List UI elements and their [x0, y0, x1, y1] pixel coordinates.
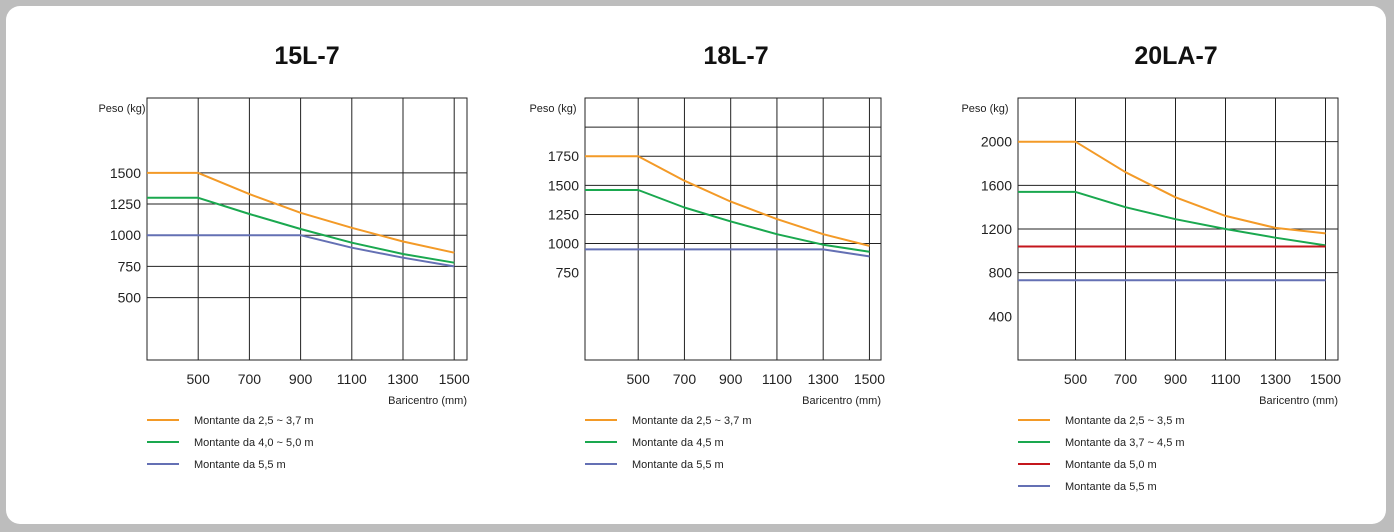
y-tick-label: 1000 [110, 227, 141, 243]
series-line [1018, 140, 1326, 235]
legend-entry: Montante da 4,0 ~ 5,0 m [194, 437, 314, 449]
series-line [585, 189, 870, 253]
y-tick-label: 1500 [548, 177, 579, 193]
x-tick-label: 900 [289, 371, 313, 387]
y-tick-label: 1750 [548, 148, 579, 164]
x-tick-label: 900 [1164, 371, 1188, 387]
legend-entry: Montante da 2,5 ~ 3,7 m [632, 415, 752, 427]
series-line [1018, 190, 1326, 247]
plot-frame [146, 97, 468, 361]
chart-0: 15L-7 Peso (kg) 500 750 1000 1250 1500 500 700 90… [98, 42, 470, 471]
x-tick-label: 1100 [762, 371, 792, 387]
x-axis-label: Baricentro (mm) [1259, 395, 1338, 407]
y-axis-label: Peso (kg) [961, 103, 1008, 115]
x-tick-label: 700 [238, 371, 262, 387]
chart-title: 18L-7 [703, 42, 768, 70]
x-axis-label: Baricentro (mm) [388, 395, 467, 407]
y-tick-label: 400 [989, 308, 1013, 324]
legend-entry: Montante da 4,5 m [632, 437, 724, 449]
series-line [147, 171, 455, 254]
x-axis-label: Baricentro (mm) [802, 395, 881, 407]
series-line [147, 234, 455, 268]
y-tick-label: 1600 [981, 177, 1012, 193]
y-tick-label: 1250 [548, 206, 579, 222]
x-tick-label: 700 [673, 371, 697, 387]
series-line [147, 196, 455, 264]
legend-entry: Montante da 2,5 ~ 3,7 m [194, 415, 314, 427]
series-line [585, 248, 870, 258]
chart-1: 18L-7 Peso (kg) 750 1000 1250 1500 1750 500 700 9… [529, 42, 885, 471]
x-tick-label: 1500 [439, 371, 470, 387]
load-charts: 15L-7 Peso (kg) 500 750 1000 1250 1500 500 700 90… [98, 42, 1341, 493]
y-tick-label: 750 [556, 265, 580, 281]
legend-entry: Montante da 5,5 m [1065, 481, 1157, 493]
y-axis-label: Peso (kg) [98, 103, 145, 115]
x-tick-label: 1300 [387, 371, 418, 387]
chart-title: 15L-7 [274, 42, 339, 70]
legend-entry: Montante da 2,5 ~ 3,5 m [1065, 415, 1185, 427]
y-tick-label: 800 [989, 265, 1013, 281]
x-tick-label: 500 [187, 371, 211, 387]
y-tick-label: 1200 [981, 221, 1012, 237]
plot-frame [584, 97, 882, 361]
legend: Montante da 2,5 ~ 3,7 m Montante da 4,5 m… [585, 415, 752, 471]
x-tick-label: 1500 [1310, 371, 1341, 387]
x-tick-label: 500 [627, 371, 651, 387]
x-tick-label: 1300 [808, 371, 839, 387]
y-tick-label: 750 [118, 258, 142, 274]
chart-2: 20LA-7 Peso (kg) 400 800 1200 1600 2000 500 700 9… [961, 42, 1341, 493]
x-tick-label: 700 [1114, 371, 1138, 387]
legend-entry: Montante da 5,5 m [194, 459, 286, 471]
y-tick-label: 1500 [110, 165, 141, 181]
series-line [585, 155, 870, 247]
legend-entry: Montante da 3,7 ~ 4,5 m [1065, 437, 1185, 449]
x-tick-label: 1100 [337, 371, 367, 387]
y-tick-label: 500 [118, 290, 142, 306]
legend-entry: Montante da 5,5 m [632, 459, 724, 471]
charts-panel: 15L-7 Peso (kg) 500 750 1000 1250 1500 500 700 90… [6, 6, 1386, 524]
y-tick-label: 2000 [981, 134, 1012, 150]
x-tick-label: 1300 [1260, 371, 1291, 387]
x-tick-label: 500 [1064, 371, 1088, 387]
legend: Montante da 2,5 ~ 3,5 m Montante da 3,7 ~… [1018, 415, 1185, 493]
y-tick-label: 1250 [110, 196, 141, 212]
chart-title: 20LA-7 [1134, 42, 1217, 70]
x-tick-label: 1100 [1210, 371, 1240, 387]
x-tick-label: 900 [719, 371, 743, 387]
legend-entry: Montante da 5,0 m [1065, 459, 1157, 471]
y-tick-label: 1000 [548, 236, 579, 252]
y-axis-label: Peso (kg) [529, 103, 576, 115]
legend: Montante da 2,5 ~ 3,7 m Montante da 4,0 ~… [147, 415, 314, 471]
x-tick-label: 1500 [854, 371, 885, 387]
